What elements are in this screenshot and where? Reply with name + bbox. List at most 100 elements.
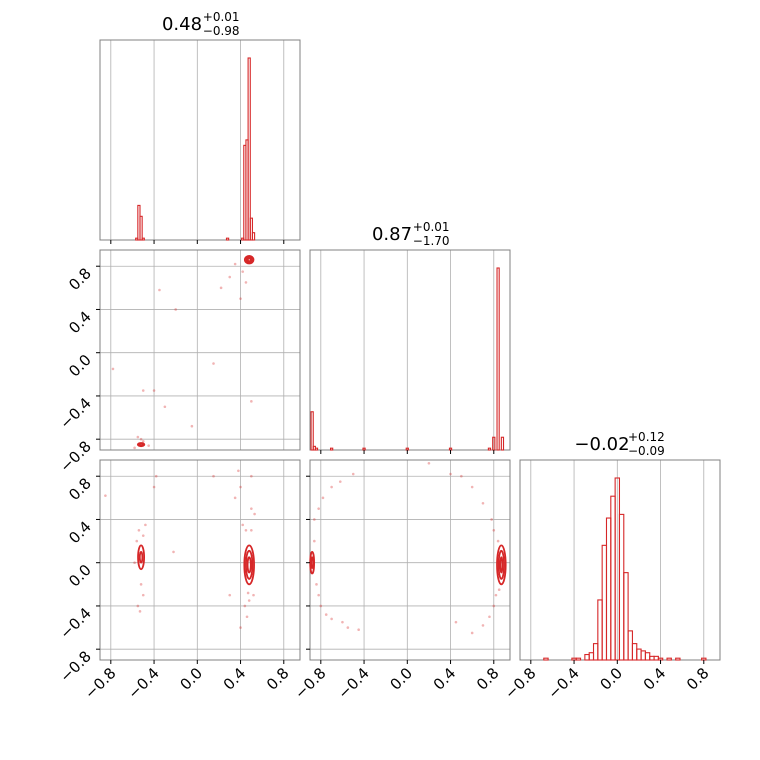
panel-frame (99, 249, 301, 451)
tick-label: 0.0 (177, 664, 207, 694)
scatter-point (141, 389, 145, 392)
scatter-point (253, 512, 256, 516)
scatter-point (250, 400, 253, 403)
panel-title-2: 0.87 (372, 224, 412, 245)
tick-label: 0.0 (597, 664, 627, 694)
scatter-point (351, 472, 355, 476)
scatter-point (152, 485, 156, 489)
scatter-point (104, 494, 107, 497)
scatter-point (496, 539, 500, 543)
scatter-point (313, 539, 316, 543)
scatter-point (497, 588, 501, 592)
histogram-bar (618, 513, 625, 661)
scatter-point (139, 437, 143, 441)
scatter-point (219, 286, 223, 290)
histogram-bar (636, 648, 642, 661)
scatter-point (133, 561, 136, 565)
tick-label: −0.4 (544, 664, 582, 702)
scatter-point (174, 308, 177, 311)
scatter-point (317, 507, 320, 510)
tick-label: −0.8 (501, 664, 539, 702)
scatter-point (147, 444, 150, 447)
histogram-bar (314, 447, 319, 451)
histogram-bar (139, 215, 143, 241)
scatter-point (252, 593, 255, 597)
histogram-bar (610, 495, 616, 661)
scatter-point (488, 615, 491, 619)
histogram-bar (543, 657, 549, 661)
tick-label: −0.8 (81, 664, 119, 702)
tick-label: 0.8 (473, 664, 503, 694)
tick-label: 0.8 (65, 264, 95, 294)
contour-line (243, 544, 255, 586)
scatter-point (338, 480, 342, 483)
scatter-point (243, 604, 247, 608)
tick-label: −0.4 (124, 664, 162, 702)
tick-label: 0.0 (387, 664, 417, 694)
scatter-point (470, 485, 474, 489)
histogram-bar (584, 653, 590, 661)
tick-label: 0.8 (683, 664, 713, 694)
contour-line (245, 256, 253, 264)
scatter-point (141, 440, 145, 443)
tick-label: −0.8 (56, 437, 94, 475)
tick-label: 0.4 (65, 518, 95, 548)
scatter-point (494, 593, 498, 597)
scatter-point (241, 270, 245, 273)
scatter-point (250, 474, 253, 478)
panel-title-3: −0.02 (574, 434, 629, 455)
histogram-bar (225, 237, 230, 241)
contour-line (137, 544, 146, 571)
panel-1-1 (99, 39, 301, 241)
contour-line (310, 556, 315, 570)
histogram-bar (249, 217, 253, 241)
scatter-point (244, 528, 248, 532)
scatter-point (324, 613, 328, 616)
tick-label: 0.8 (65, 474, 95, 504)
tick-label: −0.8 (56, 647, 94, 685)
title-lower-error: −0.98 (203, 24, 240, 38)
histogram-bar (310, 411, 314, 451)
scatter-point (492, 604, 496, 608)
scatter-point (141, 534, 145, 537)
histogram-bar (251, 232, 256, 241)
histogram-bar (675, 657, 681, 661)
title-lower-error: −1.70 (413, 234, 450, 248)
scatter-point (190, 424, 194, 428)
scatter-point (250, 507, 253, 510)
histogram-bar (644, 652, 651, 661)
histogram-bar (631, 643, 638, 661)
scatter-point (313, 518, 316, 521)
contour-line (243, 255, 255, 265)
histogram-bar (592, 643, 599, 661)
panel-frame (309, 249, 511, 451)
title-upper-error: +0.01 (203, 10, 240, 24)
scatter-point (319, 604, 323, 608)
scatter-point (133, 446, 136, 450)
histogram-bar (627, 630, 633, 661)
scatter-point (233, 496, 237, 500)
scatter-point (492, 528, 496, 532)
scatter-point (481, 501, 485, 505)
scatter-point (346, 626, 350, 629)
histogram-bar (487, 447, 492, 451)
scatter-point (241, 523, 245, 527)
scatter-point (154, 474, 158, 478)
histogram-bar (640, 650, 646, 661)
scatter-point (233, 262, 237, 266)
histogram-bar (666, 657, 672, 661)
scatter-point (136, 604, 140, 608)
tick-label: −0.4 (334, 664, 372, 702)
scatter-point (228, 593, 232, 597)
scatter-point (341, 620, 344, 624)
scatter-point (239, 297, 242, 300)
scatter-point (330, 617, 333, 621)
scatter-point (163, 405, 167, 409)
scatter-point (357, 628, 360, 632)
histogram-bar (496, 267, 500, 451)
scatter-point (250, 528, 253, 532)
scatter-point (152, 389, 156, 392)
tick-label: 0.4 (65, 308, 95, 338)
scatter-point (239, 485, 242, 489)
